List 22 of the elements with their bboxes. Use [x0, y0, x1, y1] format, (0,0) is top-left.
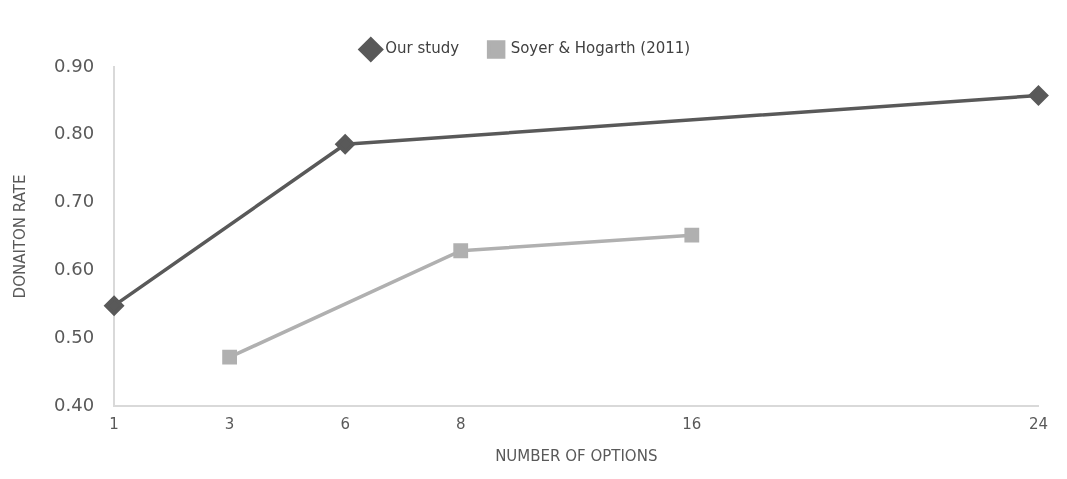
x-tick-label: 1 — [109, 414, 119, 433]
y-tick-label: 0.60 — [54, 258, 95, 280]
x-tick-label: 6 — [340, 414, 350, 433]
y-tick-label: 0.70 — [54, 190, 95, 212]
x-tick-label: 3 — [224, 414, 235, 433]
x-axis-title: NUMBER OF OPTIONS — [495, 446, 658, 465]
point — [1028, 85, 1049, 106]
x-tick-label: 24 — [1028, 414, 1048, 433]
legend-label: Soyer & Hogarth (2011) — [510, 39, 691, 58]
y-tick-label: 0.50 — [54, 325, 95, 347]
point — [684, 227, 700, 243]
point — [104, 295, 124, 316]
x-tick-label: 8 — [455, 414, 466, 433]
y-axis-title: DONAITON RATE — [10, 174, 29, 299]
y-tick-label: 0.40 — [54, 393, 95, 415]
point — [453, 243, 469, 259]
y-tick-label: 0.80 — [54, 122, 95, 144]
point — [335, 134, 355, 155]
x-tick-label: 16 — [682, 414, 702, 433]
y-tick-label: 0.90 — [54, 54, 95, 76]
point — [222, 349, 238, 365]
legend-label: Our study — [385, 39, 460, 58]
